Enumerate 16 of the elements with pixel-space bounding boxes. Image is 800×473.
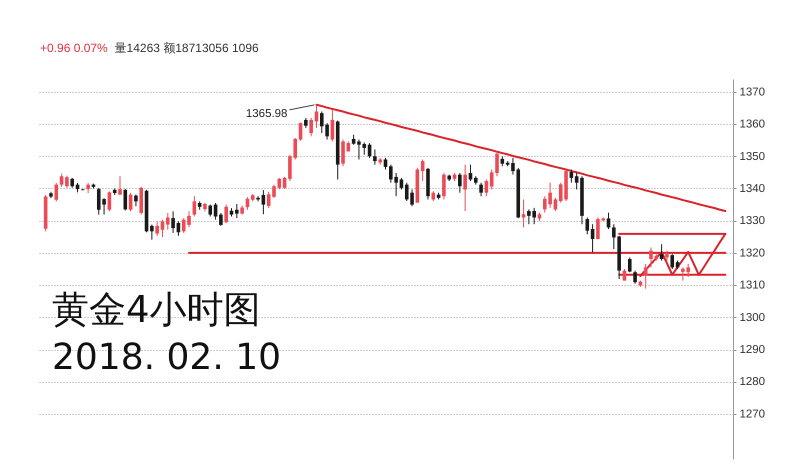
annotation: 1365.98 xyxy=(246,108,288,120)
y-tick-label: 1350 xyxy=(740,150,766,163)
y-tick-label: 1320 xyxy=(740,247,766,260)
y-tick-label: 1300 xyxy=(740,312,766,324)
y-tick-label: 1280 xyxy=(740,376,766,388)
y-tick-label: 1370 xyxy=(740,86,766,98)
text: +0.96 0.07% xyxy=(40,41,108,55)
y-tick-label: 1360 xyxy=(740,118,766,131)
y-tick-label: 1330 xyxy=(740,215,766,228)
text: 量14263 额18713056 1096 xyxy=(114,41,260,55)
text: 2018. 02. 10 xyxy=(52,337,282,378)
y-tick-label: 1310 xyxy=(740,280,766,292)
text: 黄金4小时图 xyxy=(52,288,261,331)
y-tick-label: 1270 xyxy=(740,408,766,420)
y-tick-label: 1290 xyxy=(740,344,766,356)
y-tick-label: 1340 xyxy=(740,182,766,195)
